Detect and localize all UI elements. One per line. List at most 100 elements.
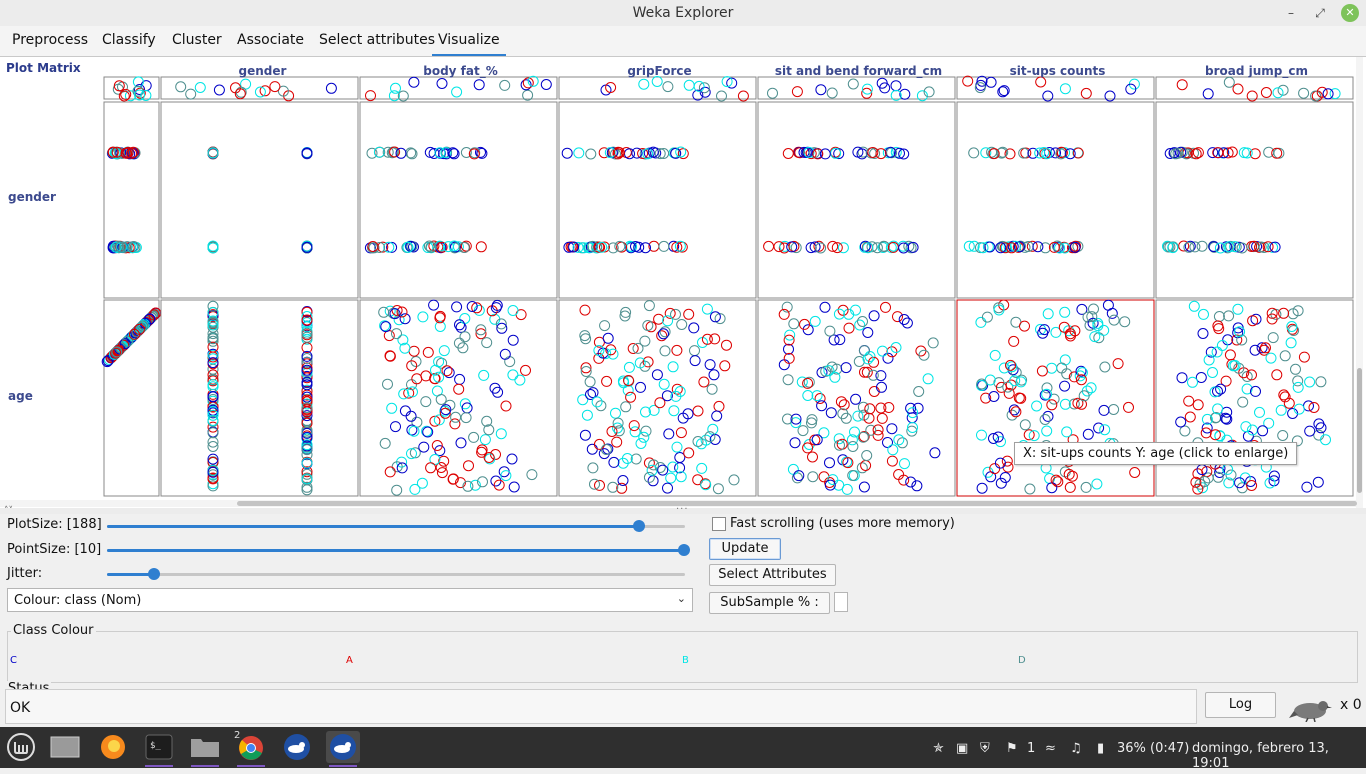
plot-point	[898, 314, 910, 325]
subsample-button[interactable]: SubSample % :	[709, 592, 830, 614]
wifi-icon[interactable]: ≈	[1045, 741, 1056, 756]
plot-point	[301, 241, 313, 253]
plot-point	[709, 333, 721, 345]
plot-point	[1192, 483, 1204, 495]
class-colour-b[interactable]: B	[682, 655, 689, 666]
tab-associate[interactable]: Associate	[237, 32, 304, 48]
vertical-scroll-thumb[interactable]	[1357, 368, 1362, 493]
log-button[interactable]: Log	[1205, 692, 1276, 718]
plot-point	[425, 241, 437, 253]
fast-scrolling-checkbox[interactable]	[712, 517, 726, 531]
tab-preprocess[interactable]: Preprocess	[12, 32, 89, 48]
plot-point	[1125, 83, 1137, 95]
plot-point	[646, 464, 658, 476]
plot-size-slider-knob[interactable]	[633, 520, 645, 532]
plot-cell	[160, 101, 359, 299]
plot-point	[621, 453, 633, 464]
shield-icon[interactable]: ⛨	[980, 741, 990, 756]
plot-size-slider[interactable]	[107, 520, 685, 532]
tab-classify[interactable]: Classify	[102, 32, 156, 48]
subsample-input[interactable]	[834, 592, 848, 612]
plot-point	[463, 460, 474, 472]
close-icon[interactable]: ✕	[1341, 4, 1359, 22]
plot-point	[110, 241, 122, 253]
terminal-icon[interactable]: $_	[142, 731, 176, 767]
plot-point	[131, 326, 143, 338]
clock[interactable]: domingo, febrero 13, 19:01	[1192, 741, 1329, 771]
plot-point	[837, 304, 849, 316]
tab-visualize[interactable]: Visualize	[432, 32, 506, 56]
minimize-icon[interactable]: –	[1288, 6, 1294, 20]
plot-point	[527, 75, 539, 87]
plot-point	[397, 90, 409, 102]
plot-point	[207, 469, 219, 481]
plot-point	[901, 317, 913, 329]
fast-scrolling-label[interactable]: Fast scrolling (uses more memory)	[730, 516, 955, 531]
battery-icon[interactable]: ▮	[1097, 741, 1105, 756]
plot-point	[301, 350, 313, 362]
plot-point	[767, 87, 778, 99]
chevron-down-icon[interactable]: ⌄	[676, 592, 686, 605]
jitter-slider[interactable]	[107, 568, 685, 580]
plot-point	[410, 356, 422, 367]
scatter-plot-matrix[interactable]	[0, 57, 1360, 500]
plot-point	[121, 147, 133, 159]
weka-app-icon[interactable]	[280, 731, 314, 763]
plot-point	[890, 89, 902, 101]
clipboard-icon[interactable]: ▣	[956, 741, 969, 756]
plot-point	[875, 148, 887, 160]
select-attributes-button[interactable]: Select Attributes	[709, 564, 836, 586]
plot-point	[790, 413, 802, 425]
files-icon[interactable]	[188, 731, 222, 767]
class-colour-d[interactable]: D	[1018, 655, 1026, 666]
plot-point	[1064, 148, 1076, 160]
plot-point	[453, 383, 465, 395]
plot-point	[134, 84, 145, 95]
mint-menu-icon[interactable]	[4, 731, 38, 763]
split-divider[interactable]: ˄˅ ···	[0, 504, 1366, 516]
plot-point	[864, 403, 876, 415]
plot-point	[561, 147, 573, 159]
plot-point	[478, 369, 490, 381]
plot-point	[457, 342, 469, 354]
weka-explorer-window-icon[interactable]	[326, 731, 360, 767]
restore-icon[interactable]: ⤢	[1315, 6, 1325, 20]
tab-select-attributes[interactable]: Select attributes	[319, 32, 435, 48]
horizontal-scroll-thumb[interactable]	[237, 501, 1357, 506]
tab-cluster[interactable]: Cluster	[172, 32, 222, 48]
class-colour-a[interactable]: A	[346, 655, 353, 666]
plot-matrix-panel[interactable]: Plot Matrix gender body fat_% gripForce …	[0, 57, 1366, 508]
point-size-slider[interactable]	[107, 544, 690, 556]
plot-point	[1076, 303, 1088, 315]
plot-point	[857, 401, 869, 413]
splitter-grip-icon[interactable]: ···	[676, 504, 689, 515]
bluetooth-icon[interactable]: ✯	[933, 741, 944, 756]
plot-point	[1199, 476, 1211, 487]
plot-point	[1218, 147, 1230, 159]
plot-point	[132, 76, 144, 88]
plot-point	[693, 80, 705, 92]
plot-point	[802, 442, 814, 454]
horizontal-scrollbar[interactable]	[0, 500, 1360, 507]
plot-point	[112, 345, 124, 356]
plot-point	[127, 242, 139, 254]
update-button[interactable]: Update	[709, 538, 781, 560]
notifications-icon[interactable]: ⚑	[1006, 741, 1018, 756]
firefox-icon[interactable]	[96, 731, 130, 763]
chrome-icon[interactable]: 2	[234, 730, 268, 767]
plot-point	[120, 88, 132, 100]
class-colour-c[interactable]: C	[10, 655, 17, 666]
point-size-slider-knob[interactable]	[678, 544, 690, 556]
plot-point	[1123, 401, 1134, 413]
vertical-scrollbar[interactable]	[1356, 57, 1363, 508]
colour-select[interactable]: Colour: class (Nom) ⌄	[7, 588, 693, 612]
show-desktop-icon[interactable]	[48, 731, 82, 763]
plot-point	[614, 240, 626, 252]
plot-point	[674, 452, 686, 463]
plot-point	[1212, 147, 1224, 159]
sound-icon[interactable]: ♫	[1070, 741, 1082, 756]
plot-point	[862, 242, 874, 254]
jitter-slider-knob[interactable]	[148, 568, 160, 580]
collapse-arrows-icon[interactable]: ˄˅	[4, 506, 13, 516]
plot-point	[572, 241, 584, 253]
